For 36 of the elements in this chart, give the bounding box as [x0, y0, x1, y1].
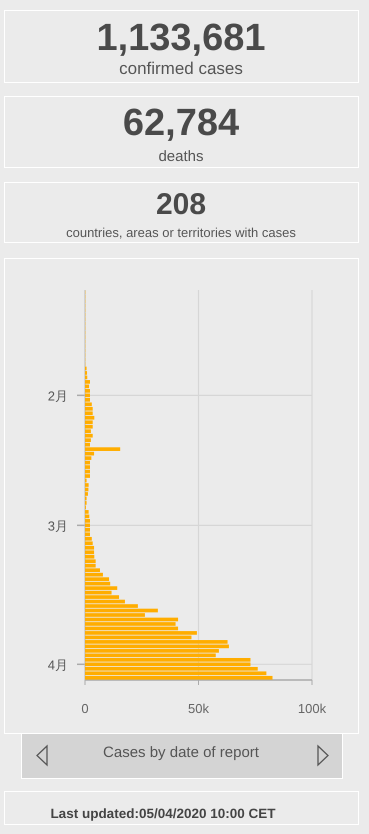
bar	[85, 420, 93, 424]
bar	[85, 416, 94, 420]
text: deaths	[158, 148, 204, 165]
bar	[85, 398, 90, 402]
text: 1,133,681	[96, 17, 266, 59]
bar	[85, 541, 93, 546]
bar	[85, 411, 93, 416]
bar	[85, 429, 91, 434]
text: 62,784	[122, 102, 240, 144]
text: confirmed cases	[119, 59, 243, 78]
bar	[85, 554, 94, 559]
bar	[85, 568, 100, 572]
bar	[85, 676, 272, 680]
bar	[85, 564, 96, 568]
bar	[85, 402, 92, 406]
x-tick-label: 50k	[188, 701, 210, 716]
bar	[85, 550, 94, 554]
x-tick-label: 100k	[298, 701, 327, 716]
bar	[85, 406, 93, 411]
text: countries, areas or territories with cases	[66, 225, 296, 240]
bar	[85, 434, 93, 438]
y-tick-label: 2月	[48, 388, 68, 404]
y-tick-label: 3月	[48, 518, 68, 534]
bar	[85, 536, 92, 541]
bar	[85, 658, 250, 662]
bar	[85, 559, 96, 564]
bar	[85, 532, 90, 536]
bar	[85, 546, 94, 550]
text: Last updated:05/04/2020 10:00 CET	[50, 806, 276, 821]
text: 208	[156, 188, 206, 221]
text: Cases by date of report	[103, 744, 260, 761]
bar	[85, 424, 93, 429]
bar	[85, 438, 91, 442]
y-tick-label: 4月	[48, 657, 68, 672]
x-tick-label: 0	[81, 701, 89, 716]
bar	[85, 528, 90, 532]
